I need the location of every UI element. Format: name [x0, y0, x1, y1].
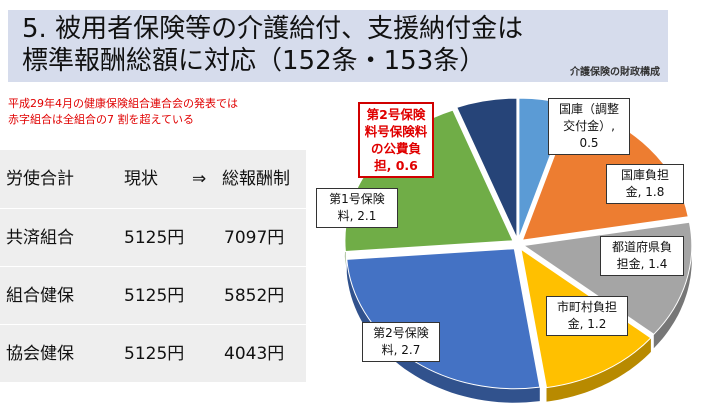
pie-data-label-line: 担金, 1.4 — [616, 257, 668, 271]
table-cell-proposed: 7097円 — [224, 228, 285, 248]
table-row: 共済組合 5125円 7097円 — [0, 208, 306, 267]
pie-slice-side — [546, 337, 651, 402]
deficit-note: 平成29年4月の健康保険組合連合会の発表では 赤字組合は全組合の7 割を超えてい… — [8, 96, 338, 128]
pie-data-label-line: 第2号保険 — [373, 326, 429, 340]
table-cell-current: 5125円 — [124, 286, 185, 306]
pie-data-label-line: 第1号保険 — [329, 192, 385, 206]
pie-data-label: 市町村負担金, 1.2 — [546, 296, 628, 336]
pie-data-label-line: 市町村負担 — [556, 300, 617, 314]
premium-table: 労使合計 現状 ⇒ 総報酬制 共済組合 5125円 7097円 組合健保 512… — [0, 150, 306, 382]
page-title-line-1: 5. 被用者保険等の介護給付、支援納付金は — [22, 14, 524, 44]
pie-data-label-line: 料, 2.1 — [337, 209, 377, 223]
pie-data-label-line: 金, 1.2 — [567, 317, 607, 331]
table-header-cell: 総報酬制 — [222, 169, 290, 189]
pie-slice — [346, 248, 541, 390]
table-row: 組合健保 5125円 5852円 — [0, 266, 306, 325]
pie-data-label: 都道府県負担金, 1.4 — [600, 236, 684, 276]
deficit-note-line-2: 赤字組合は全組合の7 割を超えている — [8, 113, 194, 126]
table-row: 協会健保 5125円 4043円 — [0, 324, 306, 383]
table-cell-proposed: 4043円 — [224, 344, 285, 364]
deficit-note-line-1: 平成29年4月の健康保険組合連合会の発表では — [8, 97, 238, 110]
table-cell-name: 共済組合 — [6, 228, 74, 248]
pie-data-label: 国庫負担金, 1.8 — [606, 164, 684, 204]
pie-chart — [344, 97, 693, 403]
table-header-cell: 現状 — [124, 169, 158, 189]
pie-slice — [456, 97, 518, 239]
table-cell-name: 組合健保 — [6, 286, 74, 306]
pie-data-label-line: 料, 2.7 — [381, 343, 421, 357]
pie-data-label-line: 第2号保険 — [366, 107, 426, 122]
pie-data-label-line: の公費負 — [370, 141, 421, 156]
table-cell-current: 5125円 — [124, 228, 185, 248]
page-subtitle: 介護保険の財政構成 — [570, 67, 660, 78]
table-header-row: 労使合計 現状 ⇒ 総報酬制 — [0, 150, 306, 208]
page-title-line-2: 標準報酬総額に対応（152条・153条） — [22, 46, 486, 76]
pie-data-label-line: 国庫負担 — [620, 168, 669, 182]
pie-slice-side — [653, 240, 692, 349]
pie-data-label-line: 都道府県負 — [611, 240, 672, 254]
pie-chart-area: 国庫（調整交付金）, 0.5 国庫負担金, 1.8 都道府県負担金, 1.4 市町村負担… — [300, 96, 720, 405]
table-cell-proposed: 5852円 — [224, 286, 285, 306]
pie-data-label: 第1号保険料, 2.1 — [316, 188, 398, 228]
pie-data-label-line: 0.5 — [579, 136, 599, 150]
pie-data-label-line: 国庫（調整 — [558, 102, 619, 116]
title-banner: 5. 被用者保険等の介護給付、支援納付金は 標準報酬総額に対応（152条・153… — [8, 10, 668, 82]
pie-data-label-line: 交付金）, — [563, 119, 615, 133]
pie-data-label-line: 金, 1.8 — [625, 185, 665, 199]
pie-data-label-line: 担, 0.6 — [374, 158, 418, 173]
pie-data-label: 第2号保険料号保険料の公費負担, 0.6 — [358, 102, 434, 178]
pie-data-label: 国庫（調整交付金）, 0.5 — [548, 98, 630, 155]
pie-data-label: 第2号保険料, 2.7 — [362, 322, 440, 362]
table-cell-current: 5125円 — [124, 344, 185, 364]
pie-data-label-line: 料号保険料 — [364, 124, 428, 139]
table-cell-name: 協会健保 — [6, 344, 74, 364]
table-header-cell: 労使合計 — [6, 169, 74, 189]
table-header-cell: ⇒ — [192, 169, 207, 189]
